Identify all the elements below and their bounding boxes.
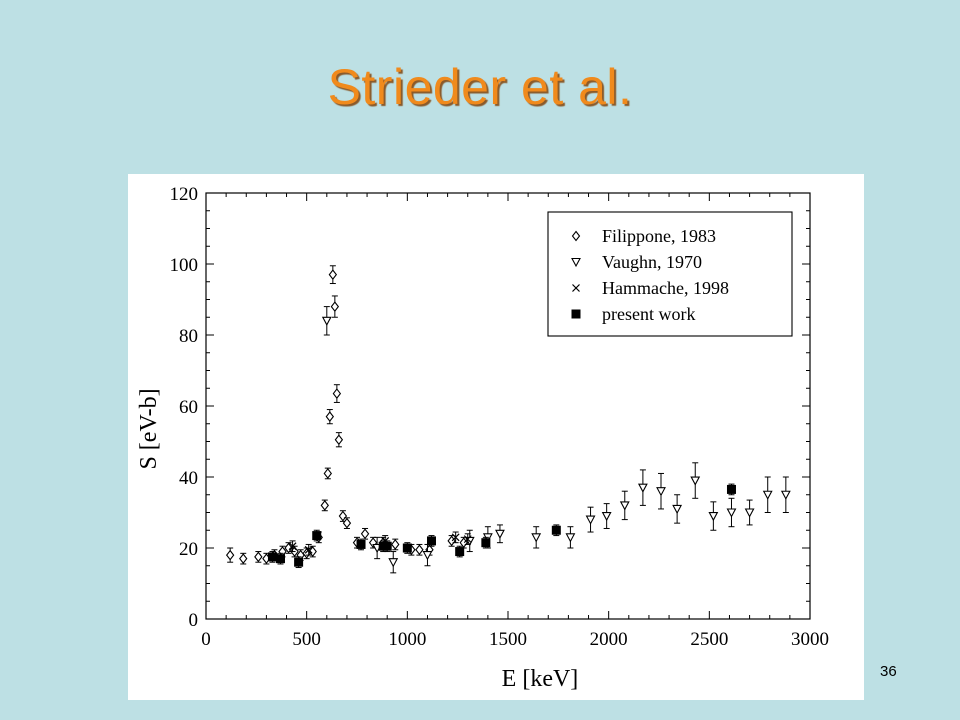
present-work-point: [382, 541, 392, 551]
present-work-point: [481, 538, 491, 548]
hammache-point: [451, 533, 460, 542]
y-tick-label: 20: [179, 539, 198, 560]
series-filippone: [225, 265, 468, 565]
x-tick-label: 0: [201, 629, 211, 650]
present-work-point: [726, 484, 736, 494]
filippone-point: [320, 500, 329, 511]
x-stroke: [572, 284, 580, 292]
present-work-point: [267, 552, 277, 562]
x-tick-label: 1000: [388, 629, 426, 650]
axis-tick-labels: 0 500 1000 1500 2000 2500 3000 0 20 40 60 80 100 120: [170, 184, 830, 650]
legend-item: present work: [571, 304, 695, 324]
x-tick-label: 3000: [791, 629, 829, 650]
data-marks: [225, 265, 791, 574]
legend-marker: [572, 284, 580, 292]
filippone-point: [239, 553, 248, 565]
present-work-point: [312, 531, 322, 541]
filippone-point: [254, 551, 263, 563]
y-tick-label: 0: [189, 610, 199, 631]
filippone-point: [308, 546, 317, 557]
filippone-point: [338, 510, 348, 522]
x-tick-label: 2500: [690, 629, 728, 650]
vaughn-point: [672, 504, 683, 515]
filippone-point: [391, 539, 400, 550]
vaughn-point: [388, 558, 399, 568]
legend-marker: [571, 230, 581, 242]
chart-figure: 0 500 1000 1500 2000 2500 3000 0 20 40 60 80 100 120 …: [128, 174, 864, 700]
series-present-work: [267, 483, 736, 569]
legend-label: Vaughn, 1970: [602, 252, 702, 272]
legend-item: Vaughn, 1970: [571, 252, 702, 272]
present-work-point: [551, 525, 561, 535]
vaughn-point: [656, 487, 666, 497]
y-tick-label: 80: [179, 326, 198, 347]
vaughn-point: [531, 533, 542, 543]
present-work-point: [294, 557, 304, 567]
scatter-plot: 0 500 1000 1500 2000 2500 3000020406080100120 …: [136, 184, 830, 692]
vaughn-point: [708, 511, 719, 522]
x-tick-label: 500: [292, 629, 321, 650]
legend-label: present work: [602, 304, 695, 324]
x-stroke: [451, 533, 460, 542]
filippone-point: [447, 535, 456, 547]
legend-label: Hammache, 1998: [602, 278, 729, 298]
legend-label: Filippone, 1983: [602, 226, 716, 246]
x-stroke: [304, 545, 313, 554]
vaughn-point: [637, 483, 648, 493]
present-work-point: [455, 547, 465, 557]
vaughn-point: [744, 508, 755, 518]
slide-title: Strieder et al.: [327, 59, 633, 115]
filippone-point: [360, 528, 370, 540]
legend-item: Filippone, 1983: [571, 226, 716, 246]
vaughn-point: [601, 511, 612, 522]
vaughn-point: [619, 501, 630, 511]
y-axis-label: S [eV-b]: [136, 388, 162, 469]
vaughn-point: [690, 476, 701, 486]
hammache-point: [463, 535, 472, 544]
vaughn-point: [422, 551, 433, 561]
legend: Filippone, 1983 Vaughn, 1970 Hammache, 199…: [547, 211, 793, 337]
legend-box: [547, 211, 793, 337]
present-work-point: [275, 554, 285, 564]
legend-marker: [571, 309, 581, 319]
filippone-point: [284, 542, 293, 554]
axis-ticks: [205, 192, 811, 620]
filippone-point: [342, 517, 352, 529]
series-vaughn: [321, 306, 791, 574]
x-tick-label: 2000: [590, 629, 628, 650]
present-work-point: [356, 539, 366, 549]
x-stroke: [288, 542, 297, 551]
legend-item: Hammache, 1998: [572, 278, 729, 298]
hammache-point: [288, 542, 297, 551]
filippone-point: [332, 388, 342, 399]
y-tick-label: 120: [170, 184, 199, 205]
page-number: 36: [880, 663, 897, 680]
y-tick-label: 60: [179, 397, 198, 418]
filippone-point: [334, 434, 344, 446]
vaughn-point: [495, 529, 505, 539]
vaughn-point: [726, 508, 737, 518]
y-tick-label: 40: [179, 468, 198, 489]
filippone-point: [415, 544, 424, 556]
vaughn-point: [321, 316, 332, 326]
x-stroke: [463, 535, 472, 544]
y-tick-label: 100: [170, 255, 199, 276]
vaughn-point: [762, 490, 773, 500]
present-work-point: [426, 536, 436, 546]
vaughn-point: [585, 515, 596, 525]
filippone-point: [323, 468, 333, 479]
filippone-point: [225, 549, 235, 561]
legend-marker: [571, 257, 581, 268]
x-tick-label: 1500: [489, 629, 527, 650]
filippone-point: [328, 269, 338, 281]
filippone-point: [330, 301, 340, 312]
x-axis-label: E [keV]: [502, 666, 579, 692]
present-work-point: [402, 543, 412, 553]
filippone-point: [325, 411, 335, 423]
hammache-point: [304, 545, 313, 554]
vaughn-point: [780, 490, 791, 500]
vaughn-point: [565, 533, 576, 543]
